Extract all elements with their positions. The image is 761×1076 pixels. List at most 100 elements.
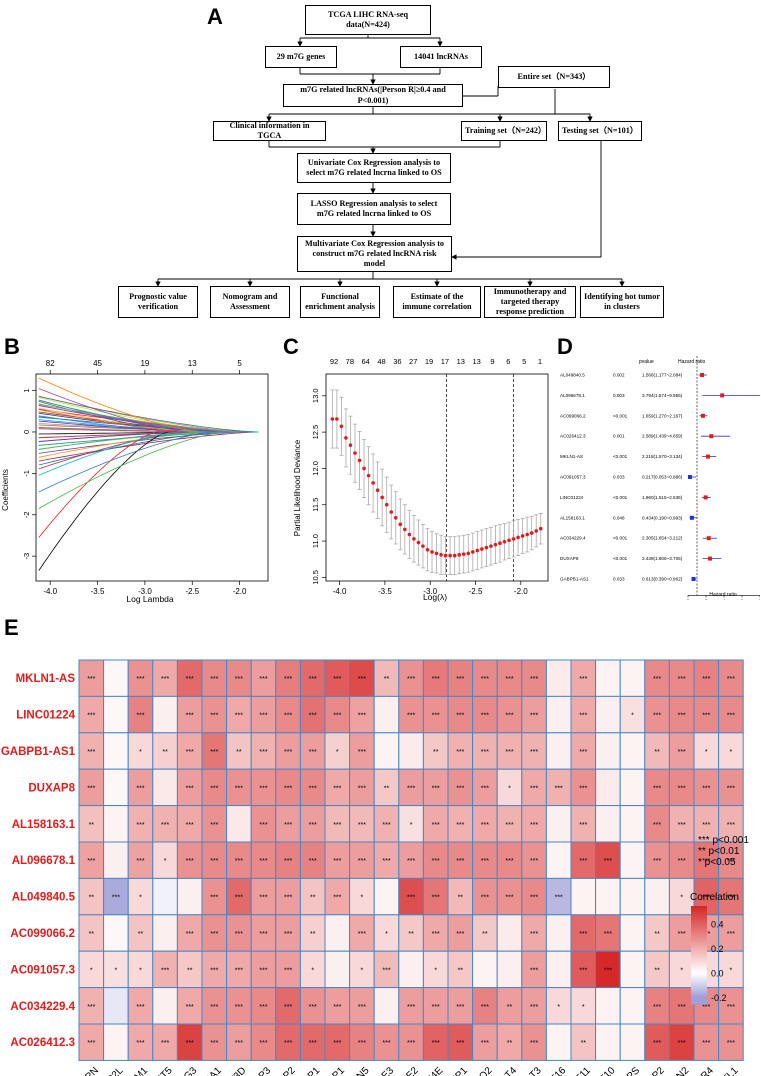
heatmap-cell: [299, 950, 326, 989]
colorbar-tick-label: 0.2: [711, 944, 724, 954]
heatmap-cell: [570, 914, 597, 952]
heatmap-cell: [545, 695, 572, 734]
colorbar-segment: [691, 947, 707, 950]
significance-mark: ***: [235, 1040, 243, 1047]
significance-mark: ***: [284, 931, 292, 938]
colorbar-segment: [691, 974, 707, 978]
y-tick-label: 11.0: [311, 534, 320, 548]
heatmap-cell: [103, 987, 129, 1025]
y-tick-label: 12.5: [311, 425, 320, 440]
significance-mark: ***: [604, 858, 612, 865]
significance-mark: *: [680, 967, 683, 974]
significance-mark: ***: [358, 1004, 366, 1011]
significance-mark: ***: [653, 1040, 661, 1047]
forest-plot: pvalue Hazard ratio Hazard ratio AL04984…: [560, 356, 760, 600]
significance-mark: **: [408, 931, 414, 938]
colorbar-segment: [691, 943, 707, 946]
significance-mark: ***: [432, 931, 440, 938]
forest-pvalue: 0.002: [613, 373, 625, 378]
heatmap-cell: [422, 768, 449, 807]
heatmap-cell: [398, 732, 424, 770]
significance-mark: ***: [505, 895, 513, 902]
heatmap-cell: [275, 695, 301, 734]
forest-point: [709, 434, 714, 439]
forest-pvalue: <0.001: [613, 495, 628, 500]
x-tick-label: -3.5: [91, 587, 105, 596]
flow-box-tcga: TCGA LIHC RNA-seq data(N=424): [305, 5, 431, 35]
significance-mark: ***: [481, 1040, 489, 1047]
coefficient-path: [38, 377, 259, 433]
deviance-point: [357, 458, 362, 463]
significance-mark: ***: [382, 822, 390, 829]
significance-mark: ***: [653, 713, 661, 720]
heatmap-col-label: IFIT5: [150, 1065, 175, 1076]
significance-mark: ***: [87, 785, 95, 792]
significance-mark: ***: [210, 858, 218, 865]
colorbar-segment: [691, 994, 707, 997]
heatmap-cell: [176, 1023, 203, 1061]
top-tick-label: 48: [377, 357, 385, 366]
heatmap-cell: [250, 768, 277, 807]
significance-mark: ***: [186, 822, 194, 829]
significance-mark: ***: [358, 858, 366, 865]
forest-hr-text: 0.434(0.190~0.993): [642, 515, 683, 520]
significance-mark: ***: [530, 931, 538, 938]
heatmap-cell: [545, 914, 572, 952]
heatmap-cell: [152, 841, 178, 879]
top-tick-label: 64: [362, 357, 370, 366]
heatmap-row-label: AC026412.3: [10, 1037, 75, 1049]
forest-x-tick-label: 2: [705, 599, 708, 600]
significance-mark: ***: [727, 713, 735, 720]
forest-gene-label: AC099066.2: [560, 413, 586, 418]
significance-mark: **: [310, 931, 316, 938]
significance-mark: ***: [333, 1004, 341, 1011]
deviance-point: [443, 553, 448, 558]
significance-mark: ***: [432, 1004, 440, 1011]
significance-mark: ***: [407, 1004, 415, 1011]
x-tick-label: -2.5: [469, 587, 483, 596]
significance-mark: ***: [727, 822, 735, 829]
deviance-point: [375, 488, 380, 493]
heatmap-row-label: LINC01224: [16, 710, 75, 722]
coefficient-path: [38, 431, 259, 509]
heatmap-cell: [595, 950, 621, 989]
forest-pvalue: 0.001: [613, 434, 625, 439]
significance-mark: ***: [432, 858, 440, 865]
significance-mark: ***: [210, 822, 218, 829]
significance-mark: **: [310, 895, 316, 902]
significance-mark: ***: [235, 858, 243, 865]
heatmap-cell: [472, 1023, 498, 1061]
panel-e-label: E: [4, 615, 19, 640]
top-tick-label: 1: [538, 357, 542, 366]
significance-mark: ***: [259, 895, 267, 902]
significance-mark: ***: [284, 1040, 292, 1047]
heatmap-cell: [718, 695, 744, 734]
heatmap-cell: [349, 1023, 375, 1061]
heatmap-cell: [299, 805, 326, 843]
significance-mark: ***: [186, 713, 194, 720]
top-tick-label: 13: [188, 359, 197, 368]
heatmap-cell: [595, 987, 621, 1025]
deviance-point: [384, 502, 389, 507]
significance-mark: ***: [407, 895, 415, 902]
panel-b-ylabel: Coefficients: [1, 469, 10, 511]
flow-box-prognostic: Prognostic value verification: [118, 286, 198, 318]
significance-mark: ***: [702, 1040, 710, 1047]
colorbar-segment: [691, 939, 707, 942]
significance-mark: ***: [136, 1004, 144, 1011]
deviance-point: [393, 516, 398, 520]
significance-mark: ***: [87, 676, 95, 683]
forest-point: [720, 393, 725, 398]
significance-mark: ***: [235, 785, 243, 792]
colorbar-segment: [691, 1002, 707, 1005]
colorbar-segment: [691, 962, 707, 966]
forest-gene-label: AC026412.3: [560, 434, 586, 439]
colorbar-segment: [691, 988, 707, 991]
deviance-point: [353, 451, 357, 455]
cv-deviance-plot: Partial Likelihood Deviance Log(λ) 92 78 6…: [293, 357, 549, 602]
deviance-point: [403, 527, 407, 532]
heatmap-cell: [545, 987, 572, 1025]
heatmap-cell: [398, 877, 424, 916]
coefficient-path: [38, 431, 259, 571]
flow-box-multivariate: Multivariate Cox Regression analysis to …: [297, 236, 452, 272]
